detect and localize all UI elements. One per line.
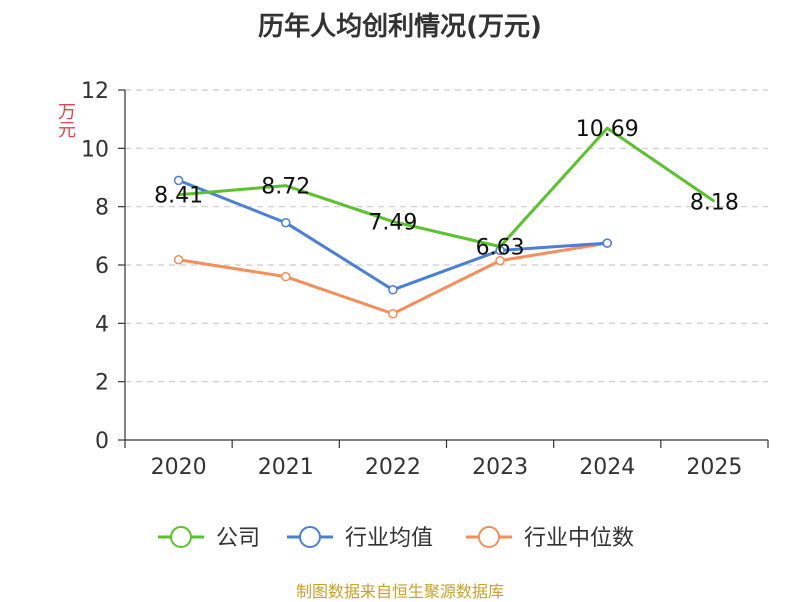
data-point[interactable] — [173, 255, 184, 265]
chart-title: 历年人均创利情况(万元) — [258, 12, 542, 42]
y-tick-label: 8 — [95, 196, 109, 221]
data-label: 8.41 — [154, 184, 203, 209]
y-tick-label: 2 — [95, 371, 109, 396]
x-tick-label: 2020 — [151, 455, 207, 480]
data-label: 7.49 — [368, 211, 417, 236]
y-axis-label: 万元 — [55, 102, 76, 138]
legend-label: 行业均值 — [345, 526, 433, 551]
legend-marker — [299, 526, 321, 548]
data-point[interactable] — [173, 175, 184, 186]
data-label: 8.72 — [261, 175, 310, 200]
data-point[interactable] — [495, 255, 505, 266]
series-lines — [173, 126, 716, 319]
legend[interactable]: 公司 行业均值 行业中位数 — [158, 526, 634, 551]
legend-item-1[interactable]: 行业均值 — [287, 526, 433, 551]
legend-item-2[interactable]: 行业中位数 — [466, 526, 634, 551]
source-note: 制图数据来自恒生聚源数据库 — [295, 582, 504, 601]
x-tick-label: 2021 — [258, 455, 314, 480]
legend-label: 公司 — [216, 526, 260, 551]
data-label: 10.69 — [576, 117, 639, 142]
y-tick-label: 4 — [95, 312, 109, 337]
grid-lines — [125, 89, 768, 383]
x-tick-label: 2023 — [472, 455, 528, 480]
legend-item-0[interactable]: 公司 — [158, 526, 260, 551]
data-point[interactable] — [281, 217, 291, 228]
data-point[interactable] — [281, 271, 291, 282]
legend-marker — [170, 526, 192, 548]
data-labels: 8.41 8.72 7.49 6.63 10.69 8.18 — [154, 117, 739, 260]
x-tick-label: 2022 — [365, 455, 421, 480]
x-tick-label: 2025 — [686, 455, 742, 480]
data-point[interactable] — [388, 308, 398, 319]
legend-marker — [478, 526, 500, 548]
series-line-0 — [178, 126, 716, 249]
x-tick-label: 2024 — [579, 455, 635, 480]
y-tick-label: 0 — [95, 429, 109, 454]
y-tick-label: 12 — [81, 79, 109, 104]
series-line-2 — [178, 241, 608, 316]
y-tick-label: 6 — [95, 254, 109, 279]
legend-label: 行业中位数 — [524, 526, 634, 551]
data-label: 8.18 — [690, 190, 739, 215]
axes: 0 2 4 6 8 10 12 2020 2021 2022 2023 2024 2025 — [81, 79, 769, 480]
data-point[interactable] — [602, 238, 612, 248]
y-tick-label: 10 — [81, 137, 109, 162]
data-label: 6.63 — [476, 236, 525, 261]
data-point[interactable] — [388, 285, 398, 295]
